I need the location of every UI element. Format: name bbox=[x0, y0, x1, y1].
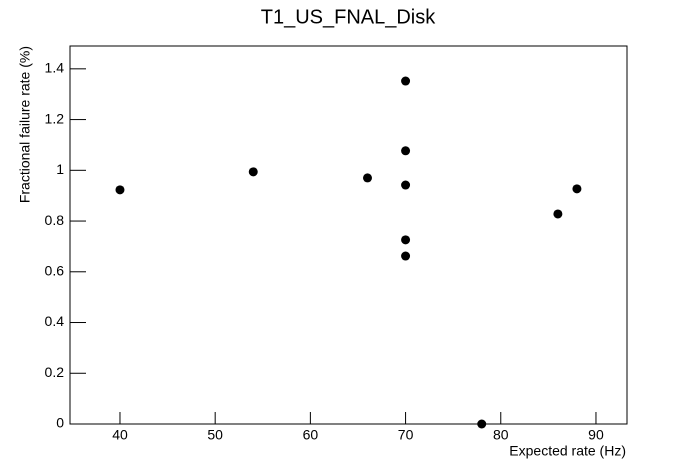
plot-frame bbox=[69, 45, 628, 425]
point bbox=[401, 251, 411, 261]
y-tick-label: 0.8 bbox=[45, 212, 65, 228]
y-axis-title: Fractional failure rate (%) bbox=[17, 46, 33, 203]
point bbox=[477, 419, 487, 429]
y-tick-label: 0 bbox=[56, 415, 64, 431]
y-tick-label: 0.6 bbox=[45, 262, 65, 278]
point bbox=[401, 76, 411, 86]
x-tick-label: 80 bbox=[493, 427, 509, 443]
x-tick-label: 70 bbox=[398, 427, 414, 443]
point bbox=[362, 173, 372, 183]
chart-title: T1_US_FNAL_Disk bbox=[261, 6, 437, 28]
y-tick-label: 0.2 bbox=[45, 364, 65, 380]
y-tick-label: 0.4 bbox=[45, 313, 65, 329]
point bbox=[572, 184, 582, 194]
x-tick-label: 60 bbox=[303, 427, 319, 443]
point bbox=[115, 185, 125, 195]
x-tick-label: 50 bbox=[207, 427, 223, 443]
x-axis-title: Expected rate (Hz) bbox=[509, 443, 626, 459]
point bbox=[401, 235, 411, 245]
y-tick-label: 1.4 bbox=[45, 60, 65, 76]
x-tick-label: 40 bbox=[112, 427, 128, 443]
x-tick-label: 90 bbox=[588, 427, 604, 443]
point bbox=[248, 167, 258, 177]
point bbox=[553, 209, 563, 219]
y-tick-label: 1 bbox=[56, 161, 64, 177]
y-tick-label: 1.2 bbox=[45, 110, 65, 126]
point bbox=[401, 180, 411, 190]
point bbox=[401, 146, 411, 156]
